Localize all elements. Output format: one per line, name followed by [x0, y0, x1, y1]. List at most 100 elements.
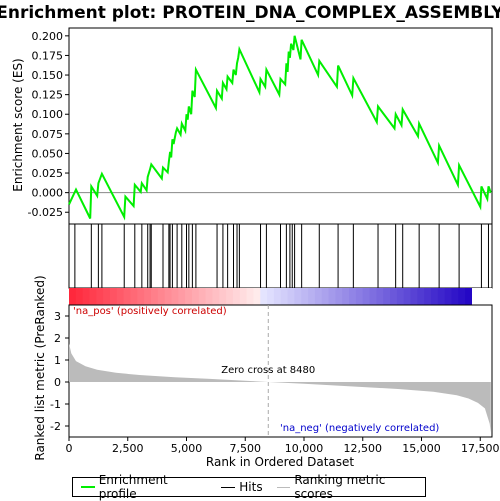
legend-item-metric: Ranking metric scores: [276, 473, 425, 501]
es-tick-label: 0.000: [32, 187, 64, 200]
hits-swatch-icon: [221, 486, 236, 488]
es-tick-label: 0.025: [32, 167, 64, 180]
legend-item-hits: Hits: [221, 480, 263, 494]
x-tick-label: 5,000: [171, 442, 203, 455]
colorbar-segment: [178, 288, 187, 305]
colorbar-segment: [396, 288, 405, 305]
colorbar-segment: [458, 288, 467, 305]
x-tick-label: 2,500: [112, 442, 144, 455]
colorbar-segment: [144, 288, 152, 305]
metric-axis: 3 2 1 0 -1 -2: [50, 310, 69, 433]
colorbar-segment: [75, 288, 84, 305]
colorbar-segment: [130, 288, 139, 305]
metric-tick-label: 0: [54, 376, 61, 389]
colorbar-segment: [376, 288, 385, 305]
colorbar-segment: [150, 288, 159, 305]
x-tick-label: 7,500: [230, 442, 262, 455]
es-tick-label: 0.200: [32, 30, 64, 43]
colorbar-segment: [226, 288, 234, 305]
colorbar-segment: [362, 288, 371, 305]
colorbar-segment: [103, 288, 111, 305]
es-tick-label: -0.025: [28, 206, 63, 219]
colorbar-segment: [137, 288, 146, 305]
colorbar-segment: [198, 288, 207, 305]
colorbar-segment: [212, 288, 221, 305]
hits-group: [74, 224, 489, 288]
neg-label: 'na_neg' (negatively correlated): [280, 423, 439, 434]
es-tick-label: 0.150: [32, 69, 64, 82]
colorbar-segment: [424, 288, 432, 305]
enrichment-profile-line: [68, 35, 492, 221]
x-tick-label: 12,500: [344, 442, 383, 455]
rank-colorbar: [69, 288, 492, 305]
metric-panel: [68, 304, 493, 438]
es-axis: -0.025 0.000 0.025 0.050 0.075 0.100 0.125 0.15…: [28, 30, 69, 219]
colorbar-segment: [301, 288, 309, 305]
x-tick-label: 0: [66, 442, 73, 455]
colorbar-segment: [69, 288, 77, 305]
colorbar-segment: [280, 288, 289, 305]
colorbar-segment: [123, 288, 132, 305]
es-tick-label: 0.100: [32, 108, 64, 121]
es-ylabel: Enrichment score (ES): [11, 58, 25, 191]
metric-tick-label: -2: [50, 420, 61, 433]
metric-tick-label: 1: [54, 354, 61, 367]
colorbar-segment: [191, 288, 200, 305]
colorbar-segment: [260, 288, 268, 305]
colorbar-segment: [451, 288, 460, 305]
colorbar-segment: [171, 288, 180, 305]
colorbar-segment: [417, 288, 426, 305]
x-tick-label: 10,000: [285, 442, 324, 455]
colorbar-segment: [253, 288, 262, 305]
colorbar-segment: [219, 288, 227, 305]
colorbar-segment: [355, 288, 364, 305]
colorbar-segment: [437, 288, 446, 305]
colorbar-segment: [232, 288, 241, 305]
colorbar-segment: [410, 288, 419, 305]
zero-cross-label: Zero cross at 8480: [221, 365, 315, 376]
colorbar-segment: [308, 288, 316, 305]
colorbar-segment: [294, 288, 303, 305]
metric-tick-label: -1: [50, 398, 61, 411]
colorbar-segment: [349, 288, 357, 305]
colorbar-tail: [472, 288, 492, 305]
colorbar-segment: [246, 288, 255, 305]
colorbar-segment: [109, 288, 118, 305]
colorbar-segment: [321, 288, 330, 305]
colorbar-segment: [314, 288, 323, 305]
colorbar-segment: [82, 288, 91, 305]
metric-tick-label: 2: [54, 332, 61, 345]
metric-swatch-icon: [276, 486, 291, 488]
colorbar-segment: [369, 288, 378, 305]
es-panel: [68, 27, 493, 225]
legend-profile-label: Enrichment profile: [98, 473, 168, 501]
colorbar-segment: [342, 288, 350, 305]
x-tick-label: 17,500: [461, 442, 500, 455]
colorbar-segment: [444, 288, 453, 305]
legend-metric-label: Ranking metric scores: [294, 473, 386, 501]
ranking-metric-area: [69, 343, 491, 433]
pos-label: 'na_pos' (positively correlated): [73, 306, 227, 317]
legend-hits-label: Hits: [239, 480, 263, 494]
x-axis: 0 2,500 5,000 7,500 10,000 12,500 15,000 17,500: [66, 437, 500, 455]
colorbar-segment: [205, 288, 214, 305]
colorbar-segment: [116, 288, 125, 305]
colorbar-segment: [383, 288, 391, 305]
es-tick-label: 0.050: [32, 147, 64, 160]
colorbar-segment: [185, 288, 193, 305]
legend-item-profile: Enrichment profile: [81, 473, 207, 501]
es-tick-label: 0.125: [32, 89, 64, 102]
colorbar-segment: [431, 288, 439, 305]
colorbar-segment: [287, 288, 296, 305]
es-tick-label: 0.175: [32, 49, 64, 62]
es-tick-label: 0.075: [32, 128, 64, 141]
colorbar-segment: [157, 288, 166, 305]
colorbar-segment: [335, 288, 344, 305]
colorbar-segment: [390, 288, 398, 305]
colorbar-segment: [465, 288, 473, 305]
colorbar-segment: [96, 288, 105, 305]
colorbar-segment: [328, 288, 337, 305]
colorbar-segment: [164, 288, 173, 305]
colorbar-segment: [89, 288, 98, 305]
